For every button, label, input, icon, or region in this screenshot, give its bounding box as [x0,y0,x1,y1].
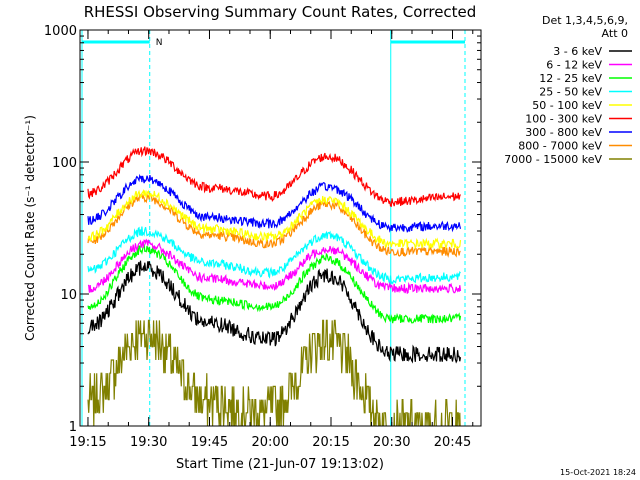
legend-label: 25 - 50 keV [539,86,602,99]
plot-frame [79,29,482,427]
series-6-12-kev [87,238,462,295]
legend-header-detectors: Det 1,3,4,5,6,9, [542,14,628,27]
series-300-800-kev [87,173,462,233]
legend-label: 800 - 7000 keV [518,140,602,153]
y-tick-label: 10 [60,288,77,303]
legend-label: 7000 - 15000 keV [504,153,602,166]
y-tick-label: 1000 [44,24,77,39]
series-7000-15000-kev [87,319,461,426]
x-tick-label: 19:45 [191,435,228,450]
legend-label: 12 - 25 keV [539,72,602,85]
series-25-50-kev [87,226,461,286]
legend-label: 50 - 100 keV [532,99,602,112]
legend-header-attenuator: Att 0 [602,27,628,40]
y-axis-label: Corrected Count Rate (s⁻¹ detector⁻¹) [23,115,37,341]
y-tick-label: 1 [69,420,77,435]
legend-label: 3 - 6 keV [553,45,602,58]
y-axis: 1 10 100 1000 [44,24,481,435]
series-50-100-kev [87,188,462,250]
legend-label: 6 - 12 keV [546,59,602,72]
x-tick-label: 19:15 [69,435,106,450]
plot-area: N [81,30,466,426]
x-tick-label: 20:30 [373,435,410,450]
legend-label: 100 - 300 keV [525,113,602,126]
x-tick-label: 19:30 [130,435,167,450]
flag-label: N [156,38,163,48]
series-3-6-kev [87,260,462,364]
x-axis-label: Start Time (21-Jun-07 19:13:02) [176,457,384,472]
series-12-25-kev [87,243,462,324]
timestamp: 15-Oct-2021 18:24 [560,468,636,477]
x-tick-label: 20:00 [252,435,289,450]
chart-title: RHESSI Observing Summary Count Rates, Co… [84,3,477,21]
x-tick-label: 20:15 [312,435,349,450]
y-tick-label: 100 [52,156,77,171]
series-100-300-kev [87,146,462,208]
x-axis: 19:15 19:30 19:45 20:00 20:15 20:30 20:45 [69,30,474,450]
x-tick-label: 20:45 [434,435,471,450]
legend-label: 300 - 800 keV [525,126,602,139]
